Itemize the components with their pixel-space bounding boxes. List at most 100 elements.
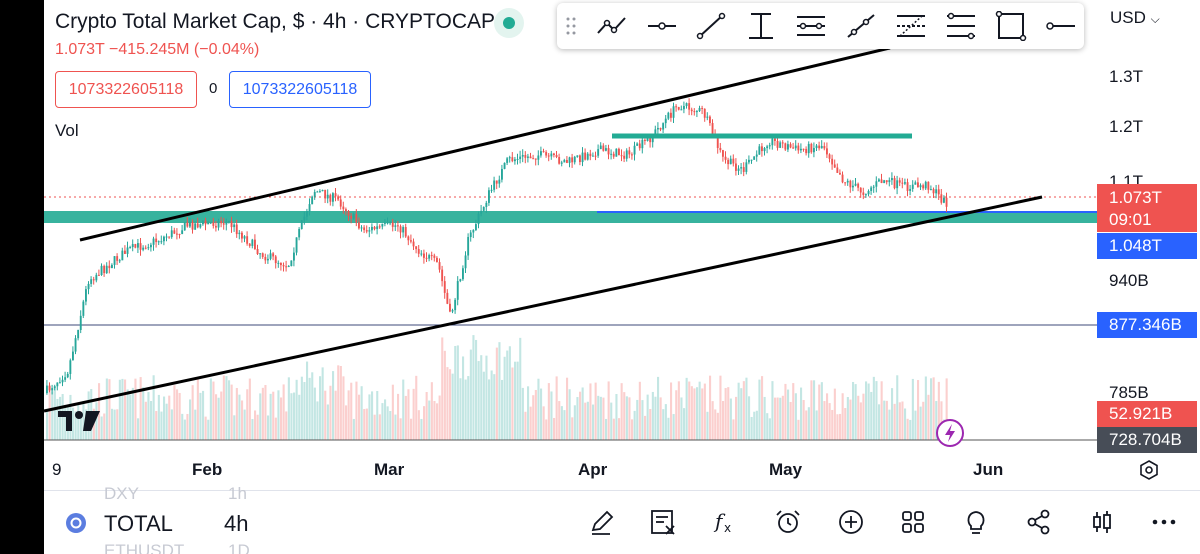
drag-handle-icon[interactable] [566,16,576,36]
parallel-lines-icon[interactable] [794,11,828,41]
rectangle-icon[interactable] [994,11,1028,41]
symbol-name[interactable]: TOTAL [104,511,173,536]
idea-lightbulb-icon[interactable] [962,508,990,536]
candle-body [586,153,589,160]
candle-body [514,159,516,162]
trend-line-icon[interactable] [694,11,728,41]
sell-button[interactable]: 1073322605118 [55,71,197,108]
volume-bar [737,382,740,440]
volume-bar [940,401,943,440]
volume-bar [937,381,940,440]
volume-bar [454,345,457,440]
currency-selector[interactable]: USD ⌵ [1110,8,1160,28]
candle-body [256,249,259,255]
candle-body [105,265,108,274]
volume-value-tag: 52.921B [1097,401,1197,427]
volume-legend[interactable]: Vol [55,121,79,140]
candle-body [542,151,545,153]
candle-body [488,190,490,203]
volume-bar [212,381,215,440]
market-status-icon[interactable] [494,8,524,38]
candle-body [815,145,818,149]
candle-body [532,158,535,160]
volume-bar [836,414,839,440]
volume-bar [628,397,631,440]
volume-bar [303,382,306,440]
candle-body [904,182,906,184]
candle-body [558,157,561,164]
candle-body [794,145,797,149]
horizontal-line-icon[interactable] [1044,11,1078,41]
draw-icon[interactable] [588,508,616,536]
volume-bar [464,379,467,440]
volume-bar [300,376,303,440]
candle-body [672,106,675,118]
candle-body [599,145,602,150]
volume-bar [59,396,62,440]
tradingview-logo-icon[interactable] [58,409,100,433]
volume-bar [386,406,389,440]
candle-body [857,183,860,188]
volume-bar [722,401,725,440]
volume-bar [363,408,366,440]
vertical-arrow-line-icon[interactable] [744,11,778,41]
trend-angle-icon[interactable] [595,11,629,41]
volume-bar [267,415,270,440]
volume-bar [800,387,803,440]
candle-body [888,180,891,183]
volume-bar [878,404,881,440]
horizontal-ray-icon[interactable] [645,11,679,41]
candle-body [683,106,685,110]
volume-bar [121,378,124,440]
volume-bar [334,390,337,440]
prev-symbol[interactable]: DXY [104,484,139,503]
candle-body [410,240,412,242]
lightning-icon[interactable] [935,418,965,448]
volume-bar [477,361,480,440]
buy-button[interactable]: 1073322605118 [229,71,371,108]
volume-bar [547,383,550,440]
next-symbol[interactable]: ETHUSDT [104,541,185,554]
volume-bar [235,387,238,440]
candle-body [59,382,61,384]
volume-bar [880,381,883,440]
time-axis-label: 9 [52,460,62,479]
volume-bar [183,419,186,440]
chart-title[interactable]: Crypto Total Market Cap, $ · 4h · CRYPTO… [55,10,495,33]
candle-body [859,187,862,193]
alert-clock-icon[interactable] [774,508,802,536]
volume-bar [896,375,899,440]
symbol-logo-icon [66,513,86,533]
candle-body [137,243,139,248]
more-icon[interactable] [1150,508,1178,536]
ray-icon[interactable] [844,11,878,41]
candle-body [152,238,155,245]
volume-bar [129,394,132,440]
candle-body [724,156,727,160]
candle-icon[interactable] [1088,508,1116,536]
candle-body [329,194,332,202]
share-icon[interactable] [1025,508,1053,536]
candle-body [516,158,519,160]
candle-body [550,153,553,157]
volume-bar [755,410,758,440]
candle-body [527,156,529,158]
add-icon[interactable] [837,508,865,536]
candle-body [940,194,943,203]
svg-text:x: x [724,521,731,535]
fib-retracement-icon[interactable] [944,11,978,41]
layout-grid-icon[interactable] [899,508,927,536]
volume-bar [922,401,925,440]
settings-icon[interactable] [1139,460,1159,480]
volume-bar [345,405,348,440]
volume-bar [558,401,561,440]
volume-bar [415,375,418,440]
volume-bar [144,401,147,440]
candle-body [844,182,847,184]
indicators-icon[interactable] [649,508,677,536]
volume-bar [519,337,522,440]
interval-selector[interactable]: 4h [224,511,249,536]
fib-channel-icon[interactable] [894,11,928,41]
